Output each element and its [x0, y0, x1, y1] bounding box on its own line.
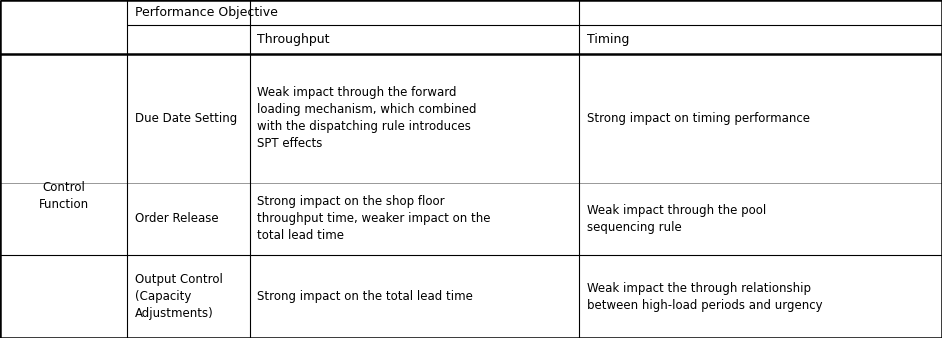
Text: Order Release: Order Release — [135, 212, 219, 225]
Text: Timing: Timing — [587, 33, 629, 46]
Text: Weak impact through the pool
sequencing rule: Weak impact through the pool sequencing … — [587, 204, 766, 234]
Text: Weak impact the through relationship
between high-load periods and urgency: Weak impact the through relationship bet… — [587, 282, 822, 312]
Text: Weak impact through the forward
loading mechanism, which combined
with the dispa: Weak impact through the forward loading … — [257, 86, 477, 150]
Text: Strong impact on the shop floor
throughput time, weaker impact on the
total lead: Strong impact on the shop floor throughp… — [257, 195, 491, 242]
Text: Output Control
(Capacity
Adjustments): Output Control (Capacity Adjustments) — [135, 273, 222, 320]
Text: Strong impact on the total lead time: Strong impact on the total lead time — [257, 290, 473, 303]
Text: Performance Objective: Performance Objective — [135, 6, 278, 19]
Text: Due Date Setting: Due Date Setting — [135, 112, 237, 125]
Text: Throughput: Throughput — [257, 33, 330, 46]
Text: Control
Function: Control Function — [39, 181, 89, 211]
Text: Strong impact on timing performance: Strong impact on timing performance — [587, 112, 810, 125]
